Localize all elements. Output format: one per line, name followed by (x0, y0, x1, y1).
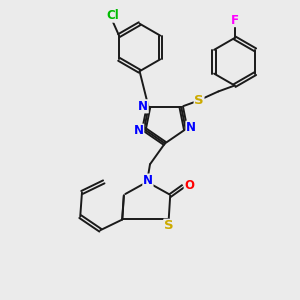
Text: F: F (231, 14, 239, 27)
Text: N: N (138, 100, 148, 113)
Text: O: O (184, 178, 194, 192)
Text: S: S (164, 219, 173, 232)
Text: S: S (194, 94, 204, 107)
Text: N: N (186, 121, 196, 134)
Text: N: N (134, 124, 144, 137)
Text: N: N (143, 174, 153, 187)
Text: Cl: Cl (107, 9, 119, 22)
